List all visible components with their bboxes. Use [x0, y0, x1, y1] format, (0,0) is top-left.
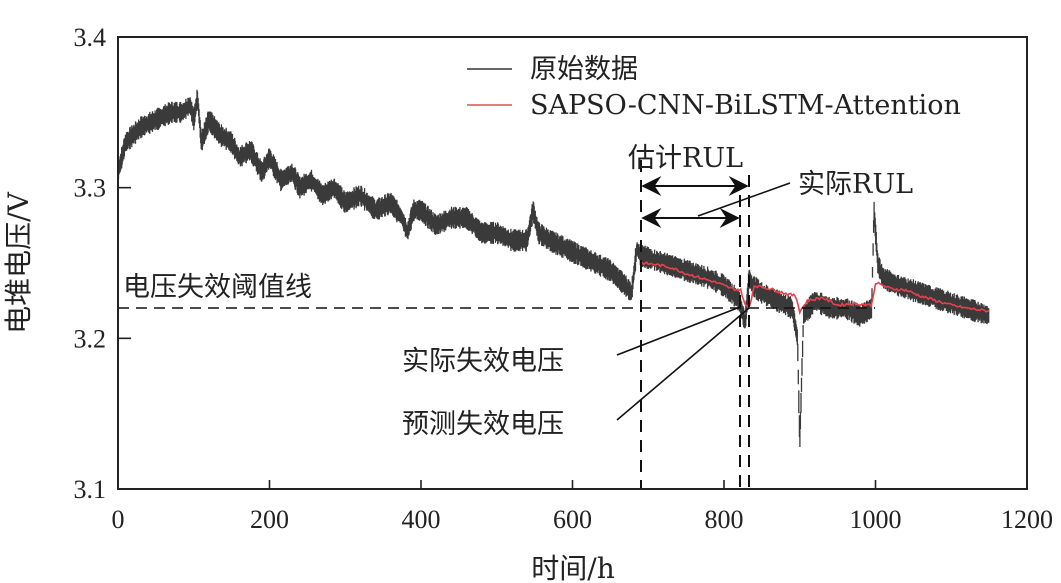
prediction-series: [640, 261, 990, 316]
prediction-line: [640, 261, 990, 316]
raw-data-band: [117, 89, 990, 447]
actual-rul-leader: [697, 182, 791, 217]
raw-data-series: [117, 89, 990, 447]
legend-label-raw: 原始数据: [530, 54, 638, 85]
x-tick-label: 200: [250, 505, 289, 534]
x-tick-label: 400: [402, 505, 441, 534]
x-axis-title: 时间/h: [531, 552, 614, 583]
actual-failure-voltage-label: 实际失效电压: [402, 346, 564, 377]
legend: 原始数据 SAPSO-CNN-BiLSTM-Attention: [467, 54, 961, 121]
x-axis-ticks: 0 200 400 600 800 1000 1200: [112, 480, 1053, 534]
x-tick-label: 600: [553, 505, 592, 534]
x-tick-label: 800: [705, 505, 744, 534]
x-tick-label: 1000: [850, 505, 902, 534]
x-tick-label: 0: [112, 505, 125, 534]
y-tick-label: 3.1: [74, 475, 107, 504]
actual-rul-label: 实际RUL: [798, 169, 913, 200]
x-tick-label: 1200: [1001, 505, 1053, 534]
threshold-label: 电压失效阈值线: [123, 272, 312, 303]
actual-failure-leader: [616, 306, 741, 356]
y-axis-ticks: 3.1 3.2 3.3 3.4: [74, 23, 131, 504]
estimated-rul-label: 估计RUL: [628, 143, 743, 174]
y-axis-title: 电堆电压/V: [2, 191, 35, 333]
y-tick-label: 3.4: [74, 23, 107, 52]
y-tick-label: 3.2: [74, 324, 107, 353]
y-tick-label: 3.3: [74, 174, 107, 203]
legend-label-pred: SAPSO-CNN-BiLSTM-Attention: [530, 90, 961, 121]
predicted-failure-voltage-label: 预测失效电压: [402, 409, 564, 440]
predicted-failure-leader: [616, 307, 750, 421]
